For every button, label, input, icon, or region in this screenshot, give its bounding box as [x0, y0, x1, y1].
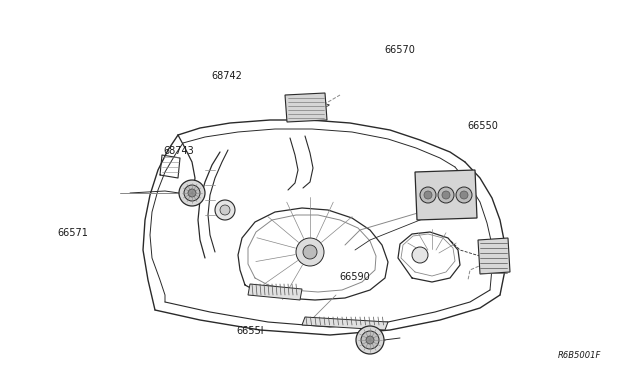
Circle shape — [361, 331, 379, 349]
Circle shape — [420, 187, 436, 203]
Polygon shape — [415, 170, 477, 220]
Text: R6B5001F: R6B5001F — [558, 351, 602, 360]
Circle shape — [456, 187, 472, 203]
Circle shape — [442, 191, 450, 199]
Circle shape — [220, 205, 230, 215]
Circle shape — [460, 191, 468, 199]
Polygon shape — [248, 284, 302, 300]
Text: 68743: 68743 — [163, 146, 194, 155]
Text: 66590: 66590 — [339, 272, 370, 282]
Circle shape — [296, 238, 324, 266]
Text: 66571: 66571 — [58, 228, 88, 237]
Text: 66570: 66570 — [384, 45, 415, 55]
Circle shape — [184, 185, 200, 201]
Circle shape — [438, 187, 454, 203]
Circle shape — [356, 326, 384, 354]
Text: 6655l: 6655l — [237, 326, 264, 336]
Circle shape — [412, 247, 428, 263]
Polygon shape — [285, 93, 327, 122]
Circle shape — [303, 245, 317, 259]
Circle shape — [215, 200, 235, 220]
Circle shape — [188, 189, 196, 197]
Polygon shape — [478, 238, 510, 274]
Text: 66550: 66550 — [467, 122, 498, 131]
Circle shape — [424, 191, 432, 199]
Polygon shape — [302, 317, 388, 330]
Text: 68742: 68742 — [211, 71, 242, 81]
Circle shape — [179, 180, 205, 206]
Circle shape — [366, 336, 374, 344]
